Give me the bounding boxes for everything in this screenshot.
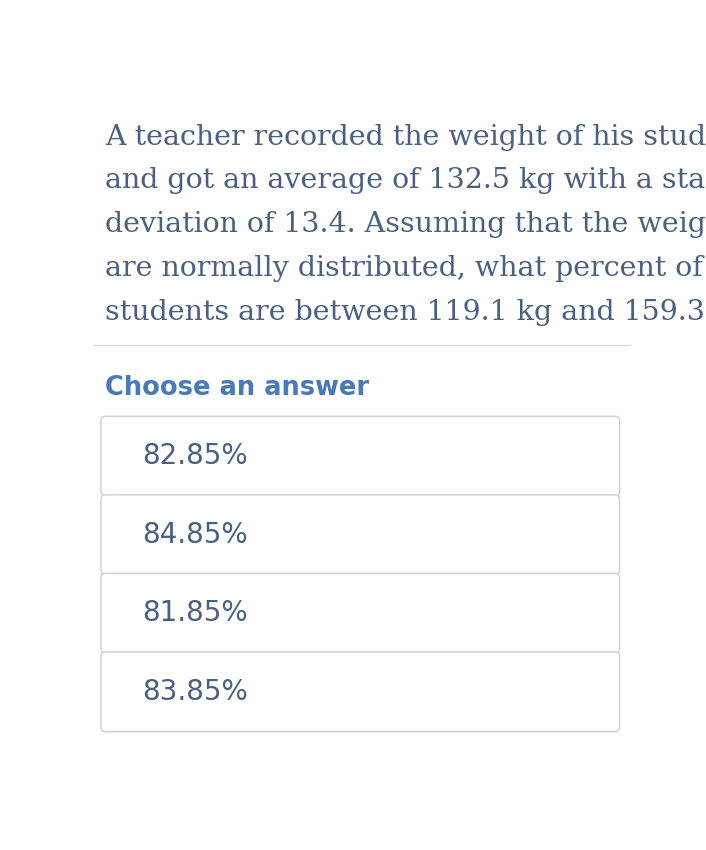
Text: 81.85%: 81.85%	[143, 599, 248, 627]
Text: and got an average of 132.5 kg with a standard: and got an average of 132.5 kg with a st…	[105, 167, 706, 195]
Text: deviation of 13.4. Assuming that the weights: deviation of 13.4. Assuming that the wei…	[105, 212, 706, 238]
Text: A teacher recorded the weight of his students: A teacher recorded the weight of his stu…	[105, 123, 706, 150]
Text: 84.85%: 84.85%	[143, 521, 248, 549]
FancyBboxPatch shape	[101, 416, 620, 496]
Text: 83.85%: 83.85%	[143, 677, 249, 706]
FancyBboxPatch shape	[101, 495, 620, 575]
Text: Choose an answer: Choose an answer	[105, 376, 369, 401]
Text: are normally distributed, what percent of the: are normally distributed, what percent o…	[105, 255, 706, 282]
Text: students are between 119.1 kg and 159.3 kg?: students are between 119.1 kg and 159.3 …	[105, 299, 706, 326]
Text: 82.85%: 82.85%	[143, 442, 248, 470]
FancyBboxPatch shape	[101, 574, 620, 653]
FancyBboxPatch shape	[101, 652, 620, 732]
